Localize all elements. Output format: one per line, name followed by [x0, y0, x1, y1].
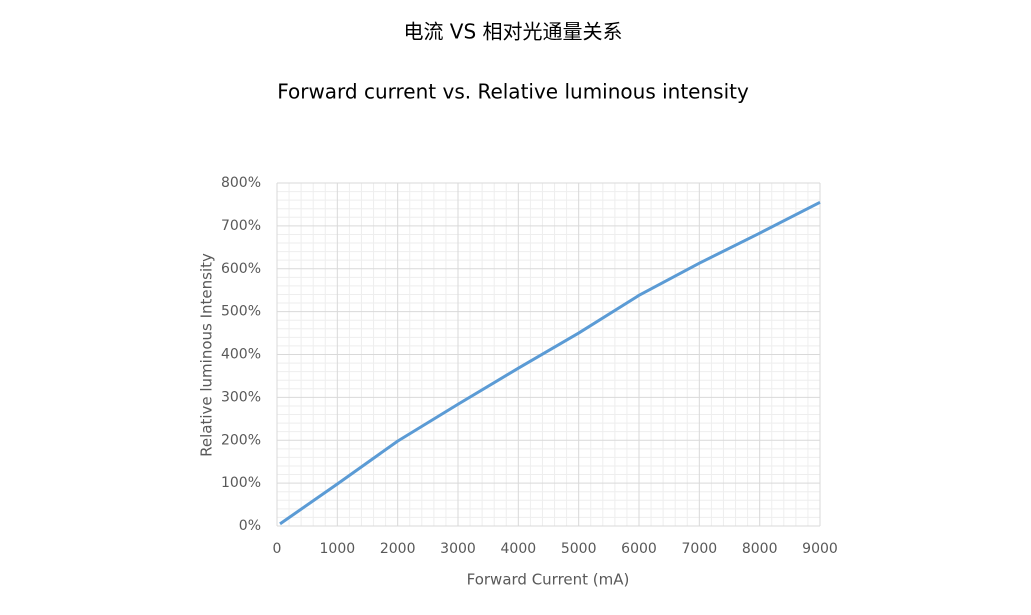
- y-axis-label: Relative luminous Intensity: [198, 253, 216, 457]
- y-tick-label: 700%: [221, 218, 261, 234]
- x-tick-label: 0: [273, 541, 282, 557]
- chart-subtitle: Forward current vs. Relative luminous in…: [277, 80, 749, 104]
- y-tick-label: 0%: [239, 518, 261, 534]
- x-tick-label: 7000: [682, 541, 718, 557]
- data-line: [279, 200, 821, 526]
- x-tick-label: 5000: [561, 541, 597, 557]
- y-tick-label: 100%: [221, 475, 261, 491]
- x-tick-label: 9000: [802, 541, 838, 557]
- y-tick-label: 800%: [221, 175, 261, 191]
- x-tick-label: 2000: [380, 541, 416, 557]
- x-tick-label: 6000: [621, 541, 657, 557]
- x-tick-label: 3000: [440, 541, 476, 557]
- x-tick-label: 4000: [501, 541, 537, 557]
- x-axis-label: Forward Current (mA): [467, 571, 630, 589]
- y-tick-label: 600%: [221, 261, 261, 277]
- x-tick-label: 8000: [742, 541, 778, 557]
- x-tick-label: 1000: [320, 541, 356, 557]
- chart-title: 电流 VS 相对光通量关系: [403, 20, 622, 44]
- y-tick-label: 300%: [221, 389, 261, 405]
- y-tick-label: 500%: [221, 304, 261, 320]
- y-tick-label: 400%: [221, 347, 261, 363]
- y-tick-label: 200%: [221, 432, 261, 448]
